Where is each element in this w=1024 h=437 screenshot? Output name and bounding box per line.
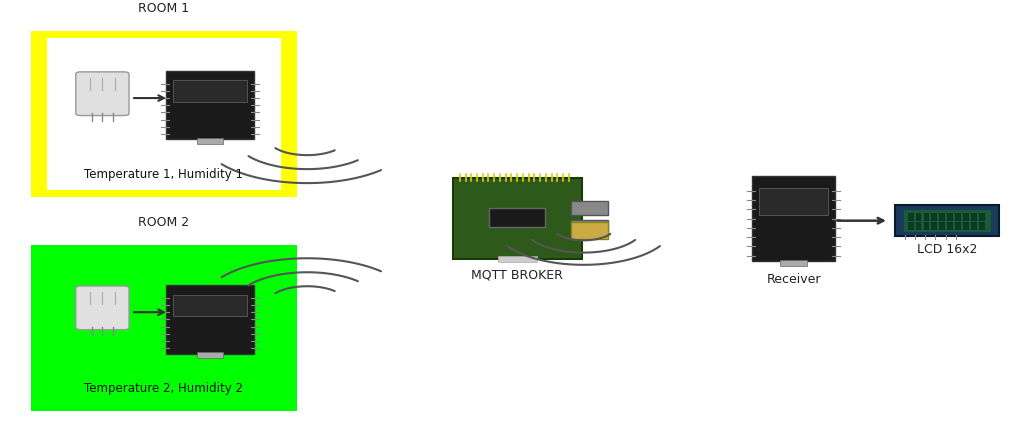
FancyBboxPatch shape <box>571 222 608 239</box>
FancyBboxPatch shape <box>571 201 608 215</box>
FancyBboxPatch shape <box>924 222 930 230</box>
FancyBboxPatch shape <box>979 213 985 221</box>
Text: Temperature 2, Humidity 2: Temperature 2, Humidity 2 <box>84 382 244 395</box>
FancyBboxPatch shape <box>915 213 922 221</box>
FancyBboxPatch shape <box>908 222 913 230</box>
Text: Temperature 1, Humidity 1: Temperature 1, Humidity 1 <box>84 168 244 181</box>
FancyBboxPatch shape <box>947 222 953 230</box>
FancyBboxPatch shape <box>166 285 254 354</box>
FancyBboxPatch shape <box>197 138 223 144</box>
FancyBboxPatch shape <box>971 222 977 230</box>
FancyBboxPatch shape <box>939 222 945 230</box>
FancyBboxPatch shape <box>173 80 247 102</box>
Text: LCD 16x2: LCD 16x2 <box>918 243 977 256</box>
FancyBboxPatch shape <box>971 213 977 221</box>
Text: Receiver: Receiver <box>766 273 821 286</box>
FancyBboxPatch shape <box>166 71 254 139</box>
FancyBboxPatch shape <box>955 213 961 221</box>
Text: MQTT BROKER: MQTT BROKER <box>471 269 563 282</box>
FancyBboxPatch shape <box>963 222 969 230</box>
FancyBboxPatch shape <box>571 220 608 235</box>
FancyBboxPatch shape <box>47 252 281 404</box>
FancyBboxPatch shape <box>453 178 582 259</box>
FancyBboxPatch shape <box>760 188 827 215</box>
FancyBboxPatch shape <box>31 31 297 197</box>
FancyBboxPatch shape <box>932 222 937 230</box>
FancyBboxPatch shape <box>979 222 985 230</box>
FancyBboxPatch shape <box>31 245 297 411</box>
FancyBboxPatch shape <box>932 213 937 221</box>
FancyBboxPatch shape <box>939 213 945 221</box>
FancyBboxPatch shape <box>915 222 922 230</box>
FancyBboxPatch shape <box>197 352 223 358</box>
FancyBboxPatch shape <box>780 260 807 266</box>
Text: ROOM 2: ROOM 2 <box>138 216 189 229</box>
FancyBboxPatch shape <box>498 256 537 262</box>
FancyBboxPatch shape <box>924 213 930 221</box>
FancyBboxPatch shape <box>76 286 129 329</box>
FancyBboxPatch shape <box>173 295 247 316</box>
FancyBboxPatch shape <box>895 205 999 236</box>
FancyBboxPatch shape <box>947 213 953 221</box>
FancyBboxPatch shape <box>908 213 913 221</box>
FancyBboxPatch shape <box>76 72 129 115</box>
FancyBboxPatch shape <box>904 209 991 232</box>
Text: ROOM 1: ROOM 1 <box>138 2 189 15</box>
FancyBboxPatch shape <box>489 208 545 227</box>
FancyBboxPatch shape <box>963 213 969 221</box>
FancyBboxPatch shape <box>752 176 836 261</box>
FancyBboxPatch shape <box>955 222 961 230</box>
FancyBboxPatch shape <box>47 38 281 190</box>
